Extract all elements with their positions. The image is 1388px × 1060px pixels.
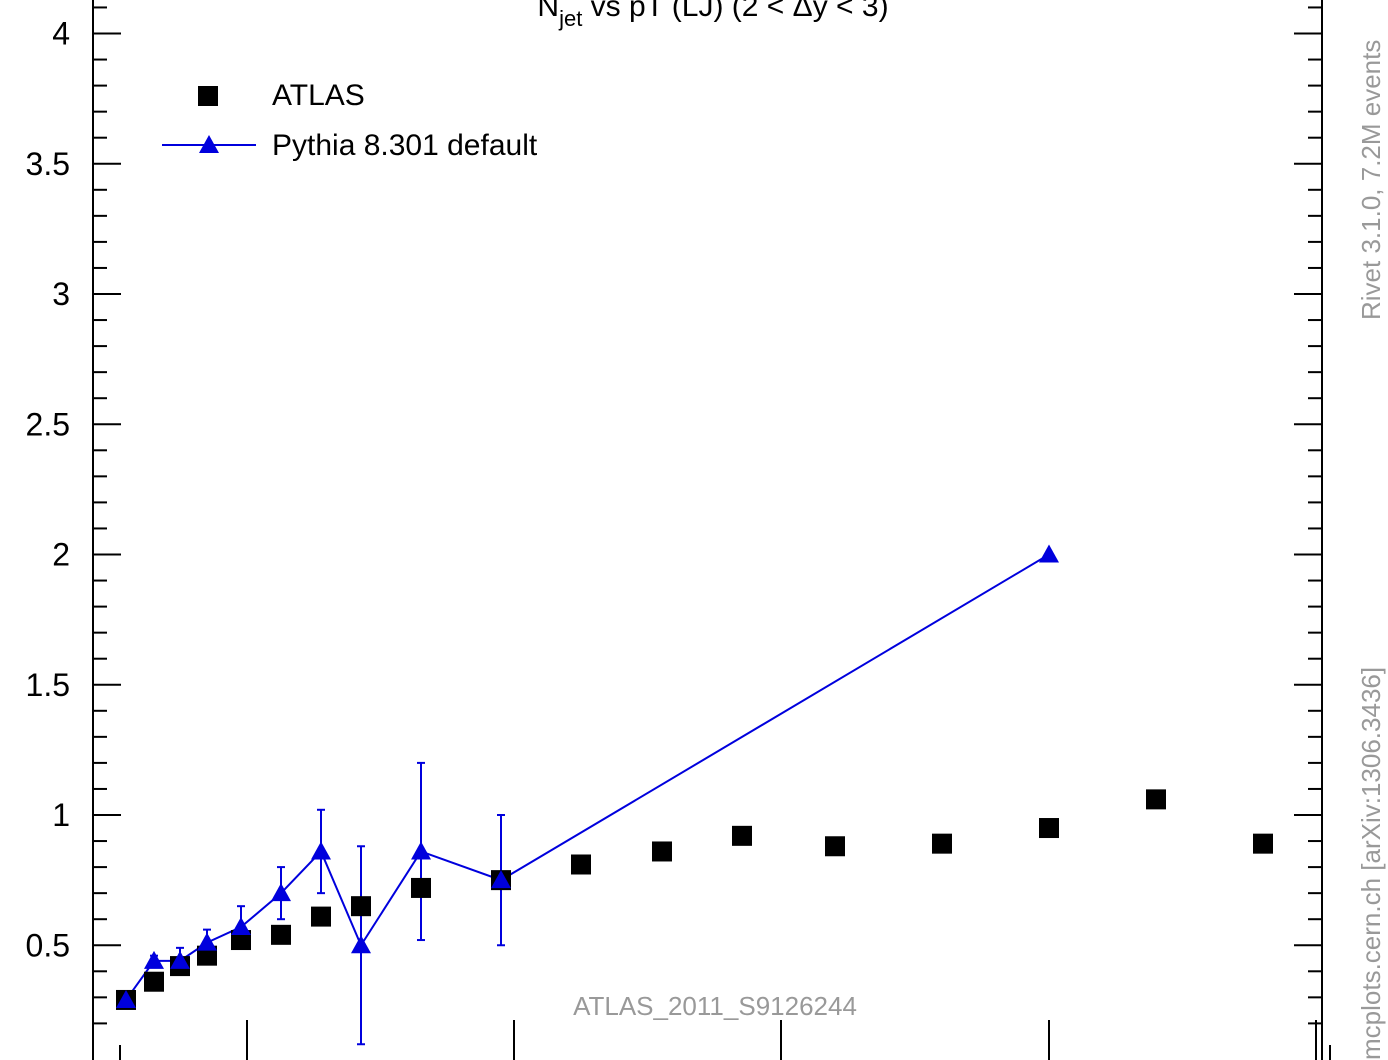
atlas-point (144, 971, 164, 992)
atlas-point (825, 836, 845, 857)
legend-atlas-label: ATLAS (272, 79, 365, 112)
plot-frame (92, 0, 1323, 1060)
y-tick-label: 3.5 (26, 146, 70, 182)
atlas-point (1039, 818, 1059, 839)
atlas-point (231, 930, 251, 951)
atlas-point (197, 945, 217, 966)
legend: ATLAS Pythia 8.301 default (162, 79, 538, 162)
rivet-label: Rivet 3.1.0, 7.2M events (1356, 40, 1386, 320)
atlas-point (411, 877, 431, 898)
pythia-line (125, 553, 1050, 1001)
pythia-point (351, 935, 371, 954)
y-tick-label: 3 (52, 276, 70, 312)
atlas-point (1146, 789, 1166, 810)
pythia-point (411, 841, 431, 860)
chart-title-rest: vs pT (LJ) (2 < Δy < 3) (582, 0, 888, 23)
pythia-point (231, 917, 251, 936)
y-tick-label: 4 (52, 16, 70, 52)
atlas-point (1253, 833, 1273, 854)
y-tick-label: 1.5 (26, 667, 70, 703)
chart-title-main: N (537, 0, 559, 23)
x-axis (119, 1020, 1331, 1060)
atlas-point (351, 896, 371, 917)
legend-atlas-marker (198, 86, 218, 106)
y-tick-label: 2.5 (26, 406, 70, 442)
pythia-point (1039, 544, 1059, 563)
pythia-point (271, 883, 291, 902)
analysis-label: ATLAS_2011_S9126244 (573, 991, 857, 1021)
y-tick-label: 1 (52, 797, 70, 833)
atlas-point (732, 825, 752, 846)
atlas-point (311, 906, 331, 927)
y-axis: 0.5 1 1.5 2 2.5 3 3.5 4 (26, 6, 1322, 1025)
y-tick-label: 0.5 (26, 927, 70, 963)
pythia-point (144, 950, 164, 969)
pythia-point (197, 932, 217, 951)
pythia-point (311, 841, 331, 860)
legend-pythia-marker (199, 135, 219, 153)
pythia-point (170, 950, 190, 969)
atlas-point (652, 841, 672, 862)
chart-title: Njet vs pT (LJ) (2 < Δy < 3) (537, 0, 888, 31)
atlas-point (932, 833, 952, 854)
y-tick-label: 2 (52, 537, 70, 573)
pythia-markers (116, 544, 1059, 1008)
mcplots-label: mcplots.cern.ch [arXiv:1306.3436] (1356, 667, 1386, 1060)
chart-title-sub: jet (558, 6, 582, 31)
atlas-point (271, 924, 291, 945)
pythia-series (122, 553, 1050, 1046)
pythia-point (116, 989, 136, 1008)
atlas-point (571, 854, 591, 875)
pythia-point (491, 870, 511, 889)
legend-pythia-label: Pythia 8.301 default (272, 129, 538, 162)
